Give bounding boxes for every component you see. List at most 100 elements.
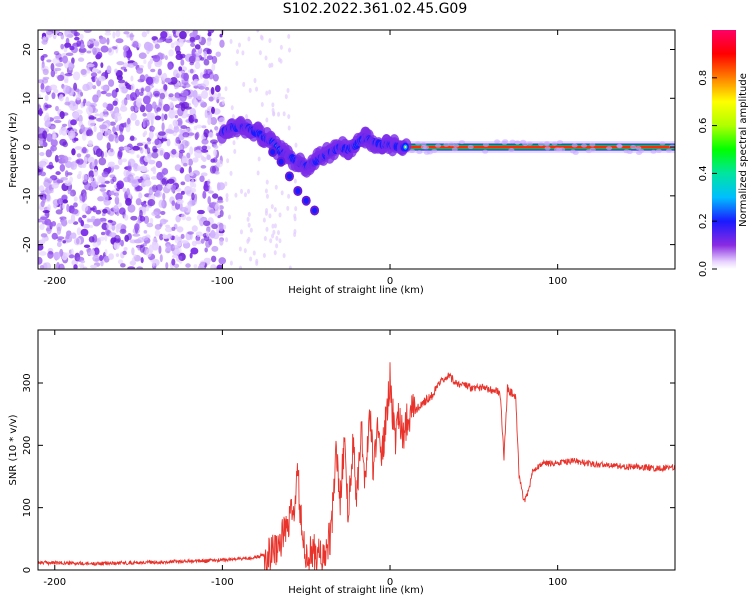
spectrogram-noise-blob [159,218,167,225]
spectrogram-noise-blob [207,31,212,37]
spectrogram-noise-blob [132,253,137,258]
spectrogram-noise-blob [247,222,251,228]
spectrogram-noise-blob [107,46,115,56]
spectrogram-noise-blob [215,51,222,57]
spectrogram-noise-blob [59,248,64,257]
spectrogram-noise-blob [61,155,69,164]
spectrogram-noise-blob [117,79,126,84]
spectrogram-noise-blob [224,181,228,187]
spectrogram-noise-blob [163,235,170,240]
spectrogram-noise-blob [286,205,290,211]
spectrogram-noise-blob [176,117,183,127]
spectrogram-noise-blob [146,42,154,52]
spectrogram-noise-blob [199,217,205,227]
spectrogram-noise-blob [225,193,229,199]
spectrogram-noise-blob [154,43,160,49]
spectrogram-noise-blob [44,85,52,93]
spectrogram-noise-blob [83,244,91,249]
snr-panel: -200 -100 0 100 0 100 200 300 Height of straig… [8,329,676,596]
spectrogram-noise-blob [125,197,132,206]
spectrogram-noise-blob [210,117,218,126]
spectrogram-trace-blob-peak [404,146,407,149]
spectrogram-noise-blob [58,94,64,102]
spectrogram-noise-blob [187,231,194,235]
spectrogram-noise-blob [193,78,199,83]
spectrogram-noise-blob [174,114,179,119]
spectrogram-line-blob [650,149,657,154]
spectrogram-noise-blob [198,100,205,104]
spectrogram-noise-blob [100,231,106,236]
spectrogram-noise-blob [106,37,110,45]
spectrogram-noise-blob [143,230,148,234]
spectrogram-noise-blob [123,247,128,251]
spectrogram-noise-blob [86,248,91,253]
spectrogram-line-blob [448,142,455,147]
spectrogram-noise-blob [156,107,161,112]
spectrogram-noise-blob [42,68,49,76]
spectrogram-noise-blob [131,247,135,256]
spectrogram-noise-blob [85,101,92,107]
spectrogram-noise-blob [72,71,81,81]
spectrogram-noise-blob [125,49,133,59]
spectrogram-noise-blob [118,146,125,151]
spectrogram-noise-blob [158,135,163,139]
spectrogram-noise-blob [210,139,218,144]
spectrogram-noise-blob [236,49,240,55]
spectrogram-noise-blob [71,148,76,156]
spectrogram-noise-blob [207,190,214,194]
spectrogram-noise-blob [273,250,277,256]
spectrogram-noise-blob [53,251,61,261]
spectrogram-noise-blob [201,90,209,99]
spectrogram-noise-blob [163,113,168,121]
snr-series-line [38,362,675,570]
spectrogram-noise-blob [172,119,179,127]
spectrogram-noise-blob [145,85,151,93]
spectrogram-noise-blob [73,202,78,208]
spectrogram-noise-blob [118,123,125,132]
spectrogram-noise-blob [181,213,187,221]
spectrogram-noise-blob [91,215,96,220]
spectrogram-noise-blob [70,161,74,170]
spectrogram-noise-blob [45,149,52,158]
spectrogram-noise-blob [154,138,160,146]
spectrogram-noise-blob [87,118,96,128]
spectrogram-noise-blob [47,204,51,212]
spectrogram-noise-blob [140,257,144,264]
spectrogram-noise-blob [211,193,219,199]
spectrogram-noise-blob [152,165,157,175]
spectrogram-noise-blob [74,146,83,150]
spectrogram-x-tick-label: 100 [548,276,567,287]
spectrogram-noise-blob [123,49,127,58]
spectrogram-noise-blob [218,257,227,265]
spectrogram-noise-blob [140,201,144,206]
spectrogram-noise-blob [202,73,211,79]
spectrogram-noise-blob [165,243,171,252]
colorbar-tick-label: 0.4 [698,165,709,181]
spectrogram-line-blob [414,141,421,146]
spectrogram-noise-blob [92,85,97,90]
spectrogram-noise-blob [163,103,170,112]
spectrogram-noise-blob [122,250,127,255]
spectrogram-noise-blob [51,232,58,240]
spectrogram-noise-blob [276,230,280,236]
spectrogram-noise-blob [134,223,140,231]
spectrogram-noise-blob [136,67,144,74]
spectrogram-noise-blob [190,247,199,255]
spectrogram-noise-blob [212,92,219,101]
spectrogram-line-blob [482,142,489,147]
spectrogram-noise-blob [50,145,58,152]
spectrogram-noise-blob [229,39,233,45]
spectrogram-noise-blob [238,246,242,252]
spectrogram-noise-blob [47,250,54,259]
spectrogram-noise-blob [229,260,233,266]
spectrogram-line-blob [638,148,645,153]
spectrogram-noise-blob [174,45,181,53]
spectrogram-noise-blob [58,57,64,63]
snr-x-ticks: -200 -100 0 100 [43,330,567,588]
spectrogram-noise-blob [67,130,76,140]
spectrogram-noise-blob [60,127,68,136]
spectrogram-noise-blob [139,165,148,172]
spectrogram-noise-blob [143,155,152,163]
spectrogram-noise-blob [194,44,201,50]
